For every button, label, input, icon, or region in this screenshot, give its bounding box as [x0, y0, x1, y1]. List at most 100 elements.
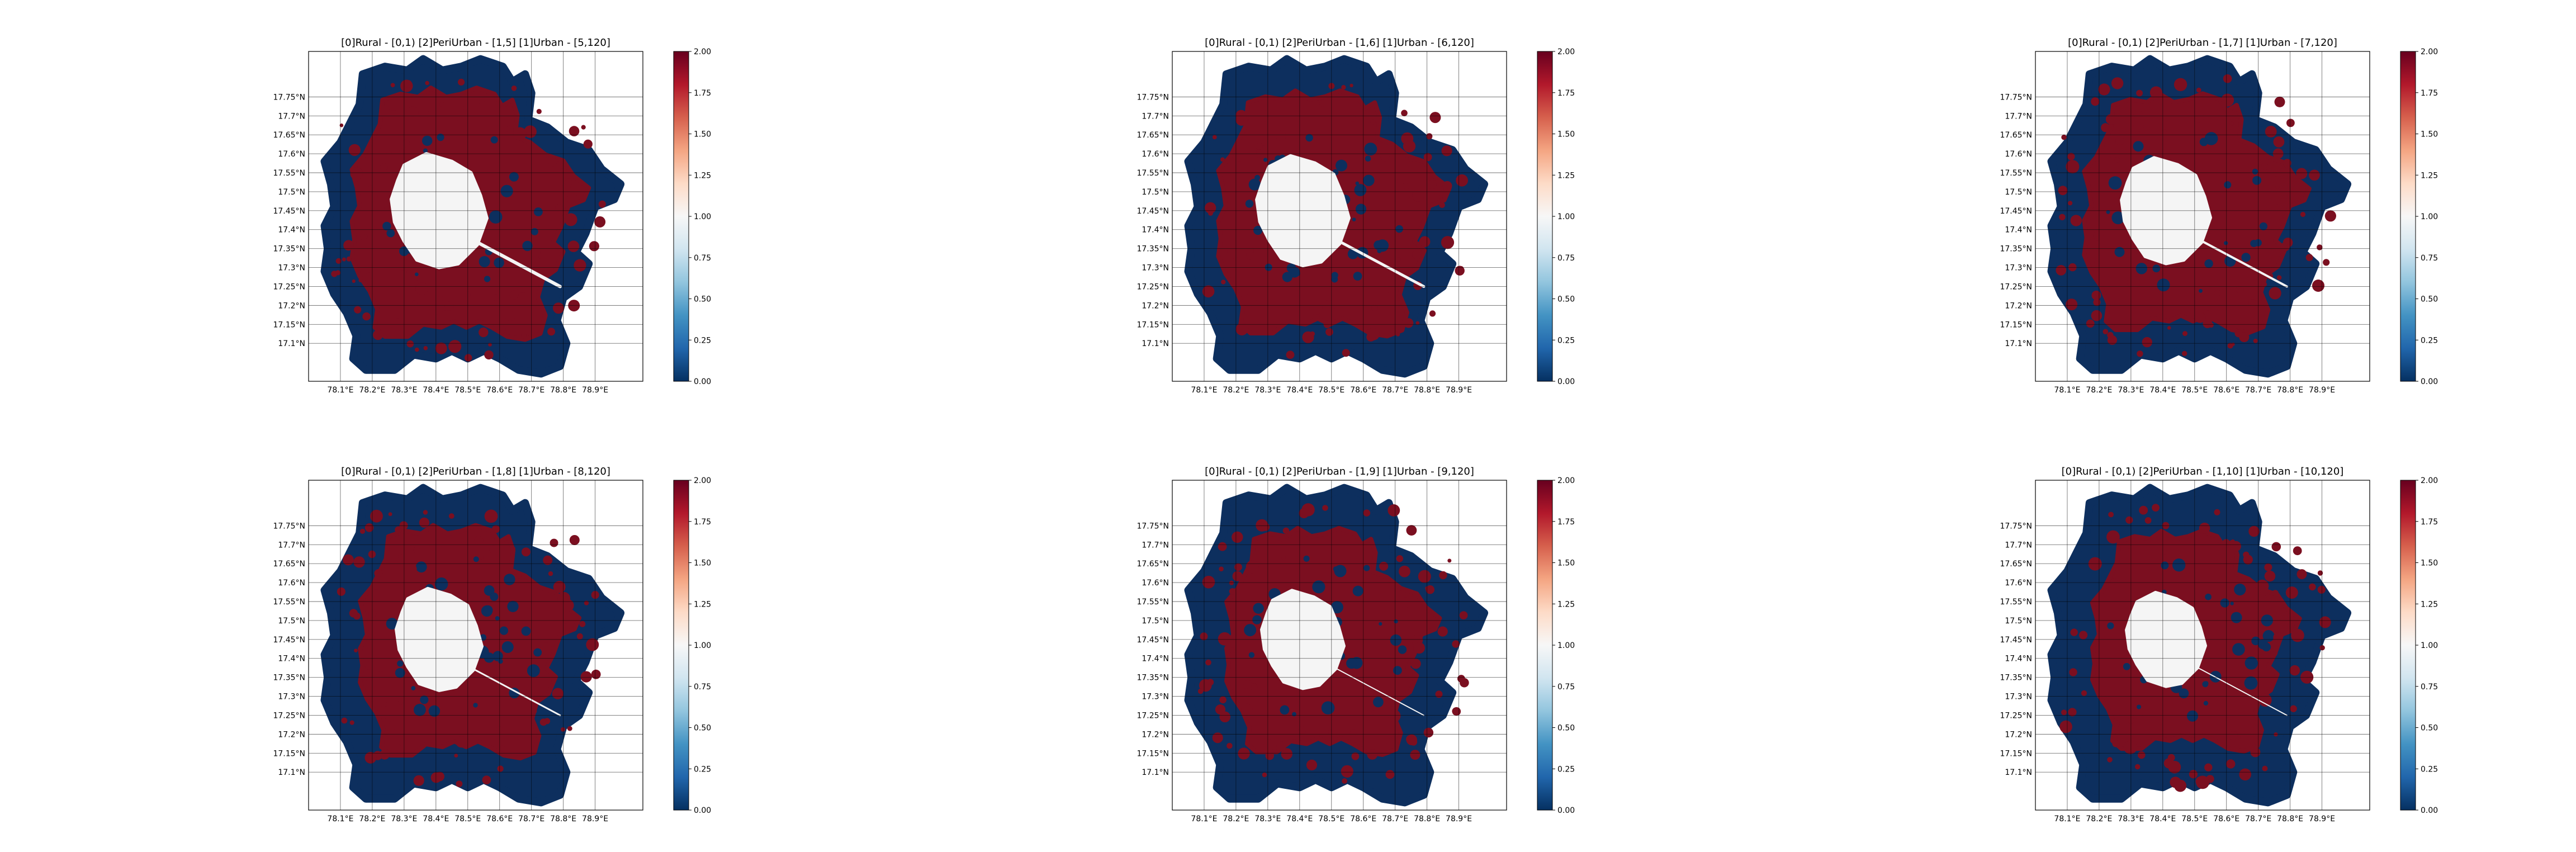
colorbar-tick-label: 1.75	[1557, 89, 1575, 98]
cell-cluster	[408, 106, 418, 117]
y-tick-label: 17.4°N	[2005, 226, 2032, 235]
y-tick-label: 17.35°N	[2000, 674, 2032, 683]
cell-cluster	[2261, 163, 2269, 171]
cell-cluster	[563, 211, 567, 215]
cell-cluster	[428, 705, 441, 717]
cell-cluster	[422, 135, 433, 146]
x-tick-label: 78.8°E	[2277, 386, 2303, 395]
cell-cluster	[418, 108, 429, 119]
colorbar-tick-label: 0.50	[2421, 724, 2438, 733]
x-tick-label: 78.5°E	[1318, 386, 1344, 395]
cell-cluster	[439, 102, 444, 107]
cell-cluster	[1241, 703, 1253, 715]
cell-cluster	[1242, 688, 1251, 698]
cell-cluster	[2317, 570, 2323, 576]
colorbar-tick-label: 0.75	[1557, 254, 1575, 263]
cell-cluster	[429, 539, 442, 551]
cell-cluster	[456, 780, 463, 787]
cell-cluster	[521, 333, 527, 339]
cell-cluster	[2309, 169, 2320, 181]
cell-cluster	[1390, 634, 1402, 646]
cell-cluster	[2194, 312, 2206, 323]
cell-cluster	[404, 80, 412, 88]
map-area	[320, 484, 625, 807]
cell-cluster	[574, 259, 586, 272]
cell-cluster	[565, 178, 572, 186]
cell-cluster	[1349, 729, 1357, 736]
cell-cluster	[1439, 186, 1444, 191]
periurban-corridor	[1330, 235, 1426, 288]
cell-cluster	[412, 300, 418, 306]
y-tick-label: 17.5°N	[2005, 188, 2032, 197]
cell-cluster	[1328, 729, 1333, 735]
cell-cluster	[2187, 710, 2198, 722]
cell-cluster	[1439, 195, 1443, 199]
cell-cluster	[1227, 742, 1233, 749]
cell-cluster	[499, 626, 509, 635]
cell-cluster	[411, 686, 416, 690]
cell-cluster	[463, 106, 467, 110]
cell-cluster	[550, 538, 558, 547]
cell-cluster	[2137, 351, 2143, 357]
y-tick-label: 17.35°N	[273, 674, 305, 683]
cell-cluster	[371, 581, 380, 590]
cell-cluster	[415, 282, 428, 295]
y-tick-label: 17.75°N	[273, 93, 305, 102]
colorbar-tick-label: 0.00	[2421, 806, 2438, 815]
cell-cluster	[354, 649, 358, 652]
cell-cluster	[1219, 566, 1224, 571]
cell-cluster	[2253, 338, 2258, 343]
y-tick-label: 17.65°N	[273, 131, 305, 140]
cell-cluster	[2094, 259, 2101, 266]
cell-cluster	[2256, 584, 2269, 597]
cell-cluster	[473, 703, 478, 708]
cell-cluster	[2272, 590, 2279, 597]
colorbar-tick-label: 0.75	[694, 254, 711, 263]
map-panel-6: [0]Rural - [0,1) [2]PeriUrban - [1,10] […	[2000, 466, 2438, 823]
y-tick-label: 17.55°N	[1137, 598, 1169, 607]
cell-cluster	[415, 561, 427, 572]
cell-cluster	[2106, 154, 2111, 159]
cell-cluster	[1252, 615, 1262, 624]
cell-cluster	[1202, 285, 1215, 298]
x-tick-label: 78.5°E	[454, 815, 481, 823]
cell-cluster	[1246, 560, 1259, 574]
cell-cluster	[548, 157, 557, 167]
cell-cluster	[1387, 286, 1395, 294]
cell-cluster	[538, 255, 542, 259]
cell-cluster	[1395, 300, 1401, 307]
cell-cluster	[2312, 280, 2324, 292]
cell-cluster	[1441, 236, 1455, 249]
cell-cluster	[1212, 732, 1223, 744]
cell-cluster	[2227, 343, 2233, 349]
cell-cluster	[2172, 558, 2186, 572]
cell-cluster	[531, 247, 541, 258]
x-tick-label: 78.6°E	[486, 815, 513, 823]
cell-cluster	[2106, 530, 2120, 544]
cell-cluster	[2244, 676, 2258, 690]
cell-cluster	[1262, 772, 1267, 778]
cell-cluster	[377, 190, 390, 202]
cell-cluster	[438, 296, 443, 301]
cell-cluster	[1281, 748, 1292, 760]
y-tick-label: 17.45°N	[1137, 636, 1169, 645]
cell-cluster	[2226, 759, 2236, 769]
cell-cluster	[1355, 203, 1367, 215]
cell-cluster	[395, 526, 402, 534]
cell-cluster	[2264, 563, 2272, 571]
cell-cluster	[473, 556, 479, 562]
cell-cluster	[1303, 555, 1310, 562]
y-tick-label: 17.6°N	[2005, 150, 2032, 159]
cell-cluster	[2258, 693, 2272, 707]
cell-cluster	[358, 278, 363, 282]
cell-cluster	[1398, 284, 1404, 291]
cell-cluster	[1370, 119, 1376, 125]
cell-cluster	[1286, 351, 1295, 359]
axes-frame	[2035, 51, 2370, 382]
cell-cluster	[2232, 643, 2245, 656]
cell-cluster	[1342, 349, 1350, 357]
y-tick-label: 17.5°N	[2005, 617, 2032, 626]
cell-cluster	[362, 312, 371, 321]
cell-cluster	[343, 240, 354, 251]
cell-cluster	[2107, 335, 2117, 345]
